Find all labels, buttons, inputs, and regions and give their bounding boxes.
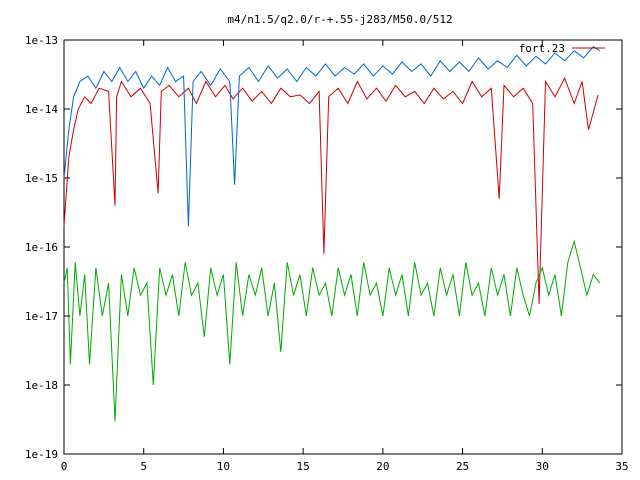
- x-tick-label: 25: [456, 460, 469, 473]
- series-line-3: [63, 239, 601, 422]
- series-layer: [63, 46, 601, 422]
- y-tick-label: 1e-15: [25, 172, 58, 185]
- legend: fort.23: [519, 42, 605, 55]
- x-axis: 0 5 10 15 20 25 30 35: [61, 40, 629, 473]
- x-tick-label: 30: [536, 460, 549, 473]
- y-tick-label: 1e-13: [25, 34, 58, 47]
- chart-title: m4/n1.5/q2.0/r-+.55-j283/M50.0/512: [227, 13, 452, 26]
- series-line-2: [63, 46, 600, 227]
- series-line-1: [63, 76, 599, 304]
- x-tick-label: 0: [61, 460, 68, 473]
- x-tick-label: 20: [376, 460, 389, 473]
- plot-area-border: [63, 39, 623, 455]
- y-tick-label: 1e-14: [25, 103, 58, 116]
- x-tick-label: 35: [615, 460, 628, 473]
- y-tick-label: 1e-17: [25, 310, 58, 323]
- legend-label: fort.23: [519, 42, 565, 55]
- x-tick-label: 5: [140, 460, 147, 473]
- y-tick-label: 1e-19: [25, 448, 58, 461]
- x-tick-label: 15: [297, 460, 310, 473]
- x-tick-label: 10: [217, 460, 230, 473]
- y-axis: 1e-19 1e-18 1e-17 1e-16 1e-15 1e-14 1e-13: [25, 34, 622, 461]
- y-tick-label: 1e-16: [25, 241, 58, 254]
- y-tick-label: 1e-18: [25, 379, 58, 392]
